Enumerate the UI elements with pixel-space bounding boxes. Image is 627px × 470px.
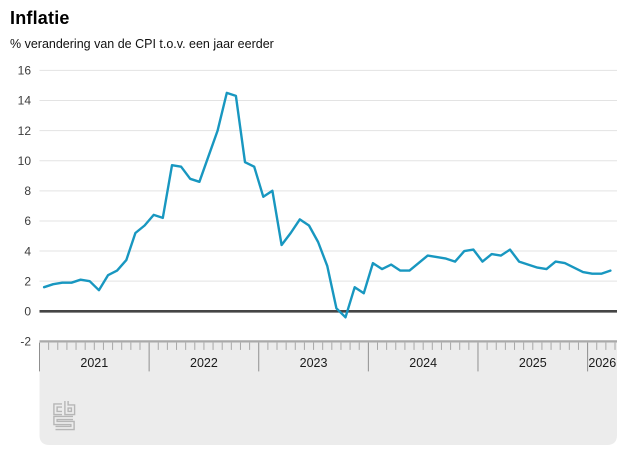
y-tick-label: 8 <box>24 184 31 198</box>
y-tick-label: 6 <box>24 214 31 228</box>
year-label: 2021 <box>80 356 108 370</box>
chart-title: Inflatie <box>10 8 70 28</box>
x-axis-band <box>39 341 617 445</box>
y-tick-label: 12 <box>18 124 32 138</box>
y-tick-label: 14 <box>18 94 32 108</box>
y-tick-label: 16 <box>18 64 32 78</box>
cbs-logo <box>53 401 76 431</box>
chart-subtitle: % verandering van de CPI t.o.v. een jaar… <box>10 37 274 51</box>
y-tick-label: 2 <box>24 274 31 288</box>
y-tick-label: 4 <box>24 244 31 258</box>
year-label: 2026 <box>588 356 616 370</box>
y-tick-label: 0 <box>24 305 31 319</box>
year-label: 2023 <box>300 356 328 370</box>
inflation-line <box>42 91 612 319</box>
y-tick-label: -2 <box>20 335 31 349</box>
year-label: 2022 <box>190 356 218 370</box>
cbs-logo-letter-c <box>53 403 62 416</box>
year-label: 2024 <box>409 356 437 370</box>
y-tick-label: 10 <box>18 154 32 168</box>
year-label: 2025 <box>519 356 547 370</box>
